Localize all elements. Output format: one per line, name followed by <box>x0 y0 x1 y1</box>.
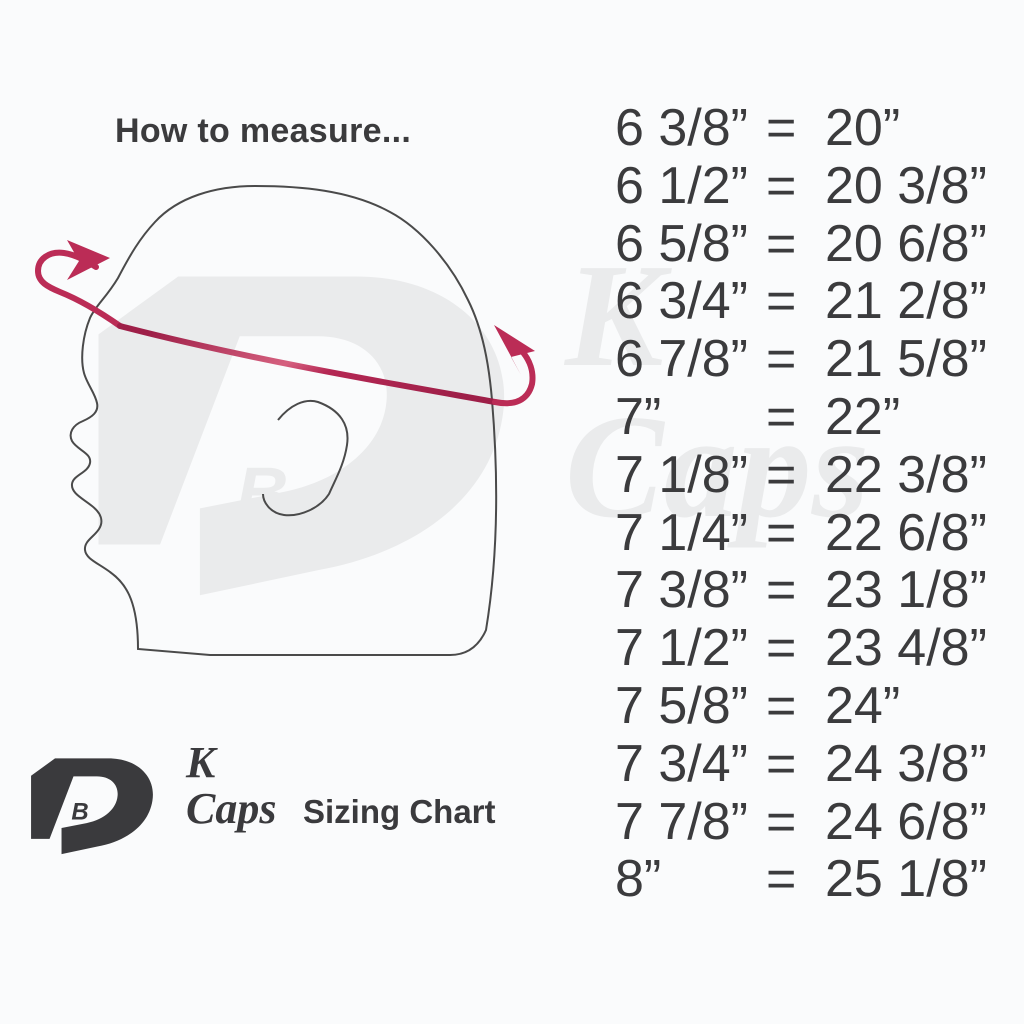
svg-text:B: B <box>71 798 88 825</box>
